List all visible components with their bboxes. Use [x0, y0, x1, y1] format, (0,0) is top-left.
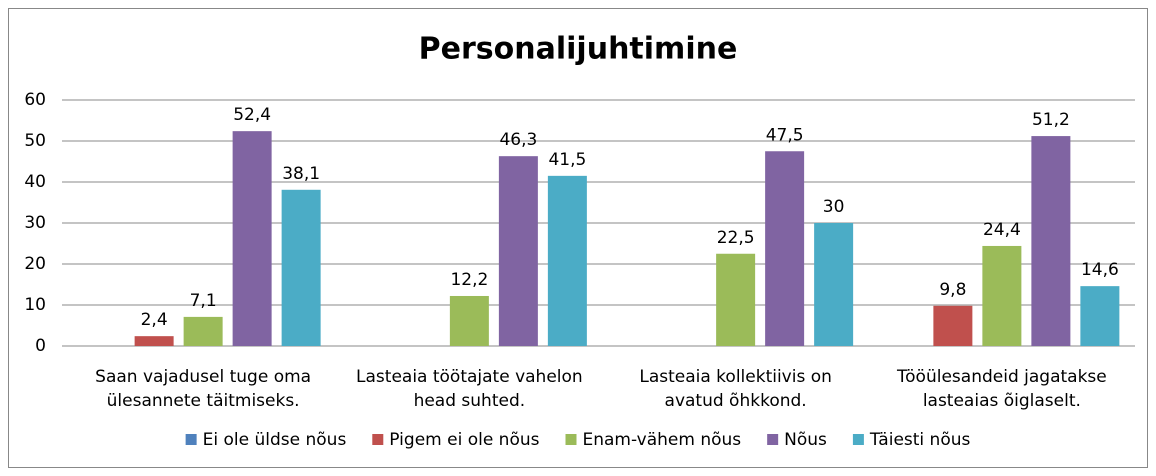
y-tick-label: 60 [24, 90, 46, 110]
legend-swatch [185, 434, 197, 445]
bar [498, 156, 538, 346]
data-label: 12,2 [450, 270, 488, 290]
data-label: 2,4 [141, 310, 168, 330]
bar [183, 316, 223, 346]
x-tick-label: Lasteaia töötajate vahelon head suhted. [356, 367, 583, 411]
legend-swatch [767, 434, 779, 445]
bar [765, 151, 805, 346]
legend-label: Enam-vähem nõus [583, 430, 742, 450]
data-label: 51,2 [1032, 110, 1070, 130]
data-label: 52,4 [233, 105, 271, 125]
data-label: 7,1 [190, 291, 217, 311]
x-tick-label: Saan vajadusel tuge oma ülesannete täitm… [95, 367, 312, 411]
x-tick-label: Tööülesandeid jagatakse lasteaias õiglas… [897, 367, 1107, 411]
legend-label: Nõus [784, 430, 827, 450]
y-tick-label: 40 [24, 172, 46, 192]
data-label: 47,5 [766, 125, 804, 145]
y-tick-label: 10 [24, 295, 46, 315]
data-label: 14,6 [1081, 260, 1119, 280]
x-tick-label: Lasteaia kollektiivis on avatud õhkkond. [639, 367, 832, 411]
bar [232, 131, 272, 346]
bar [1031, 136, 1071, 346]
y-tick-label: 0 [35, 336, 46, 356]
data-label: 30 [823, 197, 845, 217]
legend-swatch [565, 434, 577, 445]
bar [982, 245, 1022, 346]
bar [1080, 286, 1120, 346]
bar [814, 223, 854, 346]
chart-title: Personalijuhtimine [419, 32, 738, 67]
data-label: 24,4 [983, 220, 1021, 240]
y-tick-label: 50 [24, 131, 46, 151]
data-label: 22,5 [717, 228, 755, 248]
bar [547, 175, 587, 346]
data-label: 41,5 [548, 150, 586, 170]
legend-swatch [852, 434, 864, 445]
bar [281, 189, 321, 346]
y-tick-label: 30 [24, 213, 46, 233]
legend-label: Pigem ei ole nõus [389, 430, 539, 450]
data-label: 9,8 [939, 280, 966, 300]
bar [933, 305, 973, 346]
bar [134, 336, 174, 346]
legend-swatch [372, 434, 384, 445]
y-tick-label: 20 [24, 254, 46, 274]
legend-label: Täiesti nõus [869, 430, 971, 450]
bar [449, 295, 489, 346]
data-label: 46,3 [499, 130, 537, 150]
bar [716, 253, 756, 346]
legend-label: Ei ole üldse nõus [203, 430, 347, 450]
data-label: 38,1 [282, 164, 320, 184]
